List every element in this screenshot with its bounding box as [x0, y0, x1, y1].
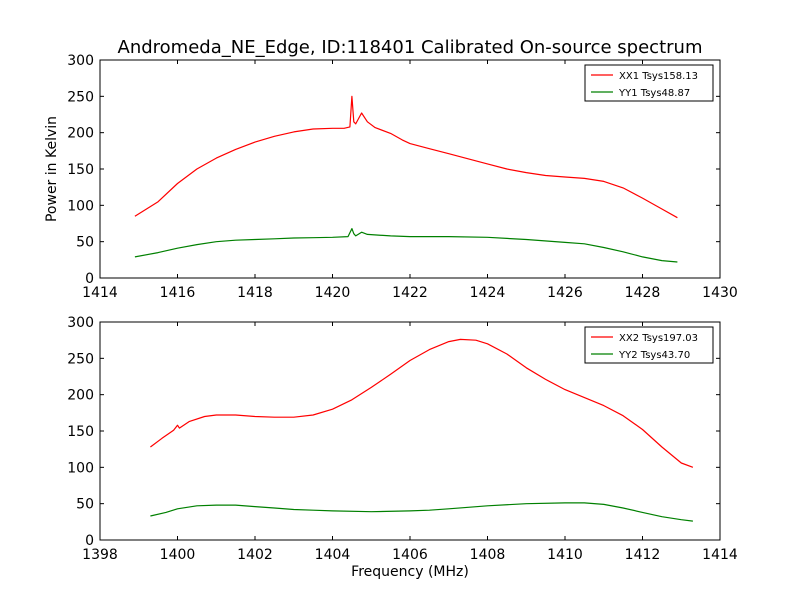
series-line-yy2: [150, 502, 693, 522]
bottom-spectrum-panel: 1398 1400 1402 1404 1406 1408 1410 1412 1414 0 50 1…: [67, 315, 738, 563]
x-tick-label: 1406: [392, 547, 428, 563]
y-tick-label: 150: [67, 424, 94, 440]
legend-box: [584, 326, 714, 364]
x-tick-label: 1420: [315, 285, 351, 301]
x-tick-label: 1410: [547, 547, 583, 563]
y-axis-label: Power in Kelvin: [44, 116, 60, 222]
x-tick-label: 1426: [547, 285, 583, 301]
y-tick-label: 100: [67, 198, 94, 214]
legend: XX2 Tsys197.03 YY2 Tsys43.70: [584, 326, 714, 364]
x-tick-label: 1430: [702, 285, 738, 301]
y-tick-label: 300: [67, 315, 94, 331]
x-tick-label: 1414: [702, 547, 738, 563]
x-tick-label: 1428: [625, 285, 661, 301]
x-tick-label: 1398: [82, 547, 118, 563]
x-tick-label: 1414: [82, 285, 118, 301]
legend-box: [584, 64, 714, 102]
y-tick-label: 250: [67, 89, 94, 105]
legend-label: YY1 Tsys48.87: [618, 88, 690, 99]
x-tick-label: 1412: [625, 547, 661, 563]
legend-label: XX1 Tsys158.13: [619, 71, 698, 82]
legend: XX1 Tsys158.13 YY1 Tsys48.87: [584, 64, 714, 102]
series-line-xx2: [150, 338, 694, 468]
series-line-yy1: [134, 228, 678, 263]
y-tick-label: 50: [76, 497, 94, 513]
x-tick-label: 1402: [237, 547, 273, 563]
x-tick-label: 1400: [160, 547, 196, 563]
x-tick-label: 1404: [315, 547, 351, 563]
x-tick-label: 1418: [237, 285, 273, 301]
figure-title: Andromeda_NE_Edge, ID:118401 Calibrated …: [118, 37, 703, 58]
x-axis-label: Frequency (MHz): [351, 564, 469, 580]
x-tick-label: 1422: [392, 285, 428, 301]
top-spectrum-panel: 1414 1416 1418 1420 1422 1424 1426 1428 1430 0 50 1…: [67, 53, 738, 301]
x-tick-label: 1424: [470, 285, 506, 301]
series-line-xx1: [134, 95, 678, 219]
y-tick-label: 50: [76, 235, 94, 251]
y-tick-label: 0: [85, 533, 94, 549]
y-tick-label: 250: [67, 351, 94, 367]
x-tick-label: 1408: [470, 547, 506, 563]
y-tick-label: 150: [67, 162, 94, 178]
y-tick-label: 200: [67, 388, 94, 404]
x-tick-label: 1416: [160, 285, 196, 301]
y-tick-label: 200: [67, 126, 94, 142]
legend-label: XX2 Tsys197.03: [619, 333, 698, 344]
y-tick-label: 300: [67, 53, 94, 69]
legend-label: YY2 Tsys43.70: [618, 350, 690, 361]
y-tick-label: 0: [85, 271, 94, 287]
y-tick-label: 100: [67, 460, 94, 476]
